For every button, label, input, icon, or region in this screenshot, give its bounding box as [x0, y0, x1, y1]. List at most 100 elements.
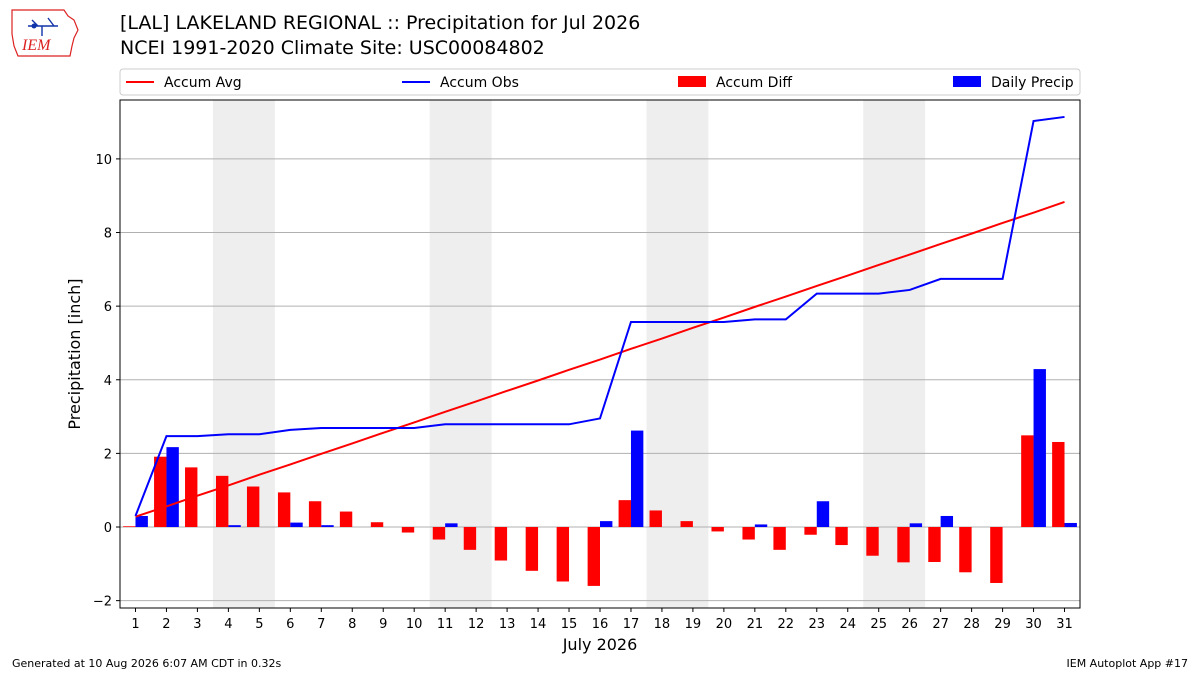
- iem-logo: IEM: [11, 9, 79, 57]
- daily-precip-bar: [1033, 369, 1046, 528]
- legend-swatch-accum-diff: [678, 76, 706, 87]
- x-tick-label: 24: [839, 617, 856, 632]
- daily-precip-bar: [816, 501, 830, 528]
- accum-diff-bar: [525, 527, 539, 571]
- accum-diff-bar: [1052, 441, 1065, 528]
- accum-diff-bar: [711, 527, 724, 532]
- y-tick-label: 4: [104, 374, 112, 389]
- x-tick-label: 14: [530, 617, 547, 632]
- accum-diff-bar: [959, 527, 972, 573]
- x-tick-label: 28: [963, 617, 980, 632]
- x-tick-label: 6: [286, 617, 294, 632]
- accum-diff-bar: [432, 527, 446, 540]
- legend-box: [119, 68, 1081, 96]
- legend-label-accum-avg: Accum Avg: [164, 75, 242, 91]
- daily-precip-bar: [600, 521, 613, 528]
- accum-diff-bar: [154, 456, 167, 528]
- x-tick-label: 13: [499, 617, 516, 632]
- generated-footer: Generated at 10 Aug 2026 6:07 AM CDT in …: [12, 657, 282, 670]
- weekend-shade-2: [646, 100, 709, 608]
- accum-diff-bar: [1021, 435, 1034, 528]
- accum-diff-bar: [680, 521, 693, 528]
- accum-diff-bar: [277, 492, 291, 528]
- x-tick-label: 11: [437, 617, 454, 632]
- x-tick-label: 29: [994, 617, 1011, 632]
- x-tick-label: 5: [255, 617, 263, 632]
- weekend-shade-0: [212, 100, 275, 608]
- x-tick-label: 16: [592, 617, 609, 632]
- accum-diff-bar: [835, 527, 848, 546]
- app-footer: IEM Autoplot App #17: [1066, 657, 1189, 670]
- accum-diff-bar: [494, 527, 508, 561]
- y-tick-label: 0: [104, 521, 112, 536]
- y-tick-label: 10: [95, 153, 112, 168]
- accum-diff-bar: [866, 527, 879, 556]
- accum-obs-line: [134, 115, 1065, 517]
- x-tick-label: 25: [870, 617, 887, 632]
- iowa-outline-icon: [11, 9, 79, 57]
- legend-label-accum-diff: Accum Diff: [716, 75, 792, 91]
- daily-precip-bar: [1064, 522, 1077, 528]
- accum-diff-bar: [401, 527, 415, 533]
- daily-precip-bar: [630, 430, 644, 528]
- x-tick-label: 18: [654, 617, 671, 632]
- accum-diff-bar: [897, 527, 910, 563]
- x-tick-label: 31: [1056, 617, 1073, 632]
- accum-diff-bar: [618, 500, 631, 528]
- accum-diff-bar: [990, 527, 1003, 583]
- x-tick-label: 9: [379, 617, 387, 632]
- daily-precip-bar: [909, 523, 923, 528]
- accum-diff-bar: [246, 486, 260, 528]
- x-tick-label: 27: [932, 617, 949, 632]
- x-tick-label: 26: [901, 617, 918, 632]
- accum-avg-line: [135, 201, 1065, 518]
- accum-diff-bar: [339, 511, 353, 528]
- daily-precip-bar: [135, 515, 148, 528]
- accum-diff-bar: [742, 527, 755, 540]
- daily-precip-bar: [321, 525, 334, 528]
- x-tick-label: 2: [162, 617, 170, 632]
- x-tick-label: 3: [193, 617, 201, 632]
- accum-diff-bar: [216, 475, 229, 528]
- chart-subtitle: NCEI 1991-2020 Climate Site: USC00084802: [120, 37, 545, 59]
- legend-label-daily-precip: Daily Precip: [991, 75, 1074, 91]
- x-tick-label: 1: [131, 617, 139, 632]
- accum-diff-bar: [773, 527, 786, 550]
- daily-precip-bar: [754, 524, 768, 528]
- legend-label-accum-obs: Accum Obs: [440, 75, 519, 91]
- x-tick-label: 15: [561, 617, 578, 632]
- x-tick-label: 17: [623, 617, 640, 632]
- accum-diff-bar: [804, 527, 817, 535]
- accum-diff-bar: [649, 510, 662, 528]
- y-tick-label: −2: [93, 595, 112, 610]
- accum-diff-bar: [308, 501, 322, 528]
- x-axis-label: July 2026: [562, 635, 638, 654]
- y-tick-label: 2: [104, 447, 112, 462]
- accum-diff-bar: [463, 527, 477, 550]
- daily-precip-bar: [228, 525, 241, 528]
- x-tick-label: 20: [716, 617, 733, 632]
- vane-hub-icon: [31, 23, 37, 29]
- accum-diff-bar: [587, 527, 600, 586]
- daily-precip-bar: [166, 447, 179, 528]
- x-tick-label: 7: [317, 617, 325, 632]
- daily-precip-bar: [290, 522, 303, 528]
- weather-vane-icon: [28, 17, 58, 36]
- x-tick-label: 23: [809, 617, 826, 632]
- x-tick-label: 30: [1025, 617, 1042, 632]
- accum-diff-bar: [123, 526, 136, 528]
- y-tick-label: 8: [104, 227, 112, 242]
- x-tick-label: 21: [747, 617, 764, 632]
- weekend-shade-1: [429, 100, 492, 608]
- daily-precip-bar: [940, 515, 954, 528]
- x-tick-label: 10: [406, 617, 423, 632]
- accum-diff-bar: [370, 522, 384, 528]
- chart-title: [LAL] LAKELAND REGIONAL :: Precipitation…: [120, 12, 641, 34]
- x-tick-label: 4: [224, 617, 232, 632]
- x-tick-label: 8: [348, 617, 356, 632]
- y-tick-label: 6: [104, 300, 112, 315]
- x-tick-label: 22: [778, 617, 795, 632]
- legend-swatch-daily-precip: [953, 76, 981, 87]
- accum-diff-bar: [556, 527, 570, 582]
